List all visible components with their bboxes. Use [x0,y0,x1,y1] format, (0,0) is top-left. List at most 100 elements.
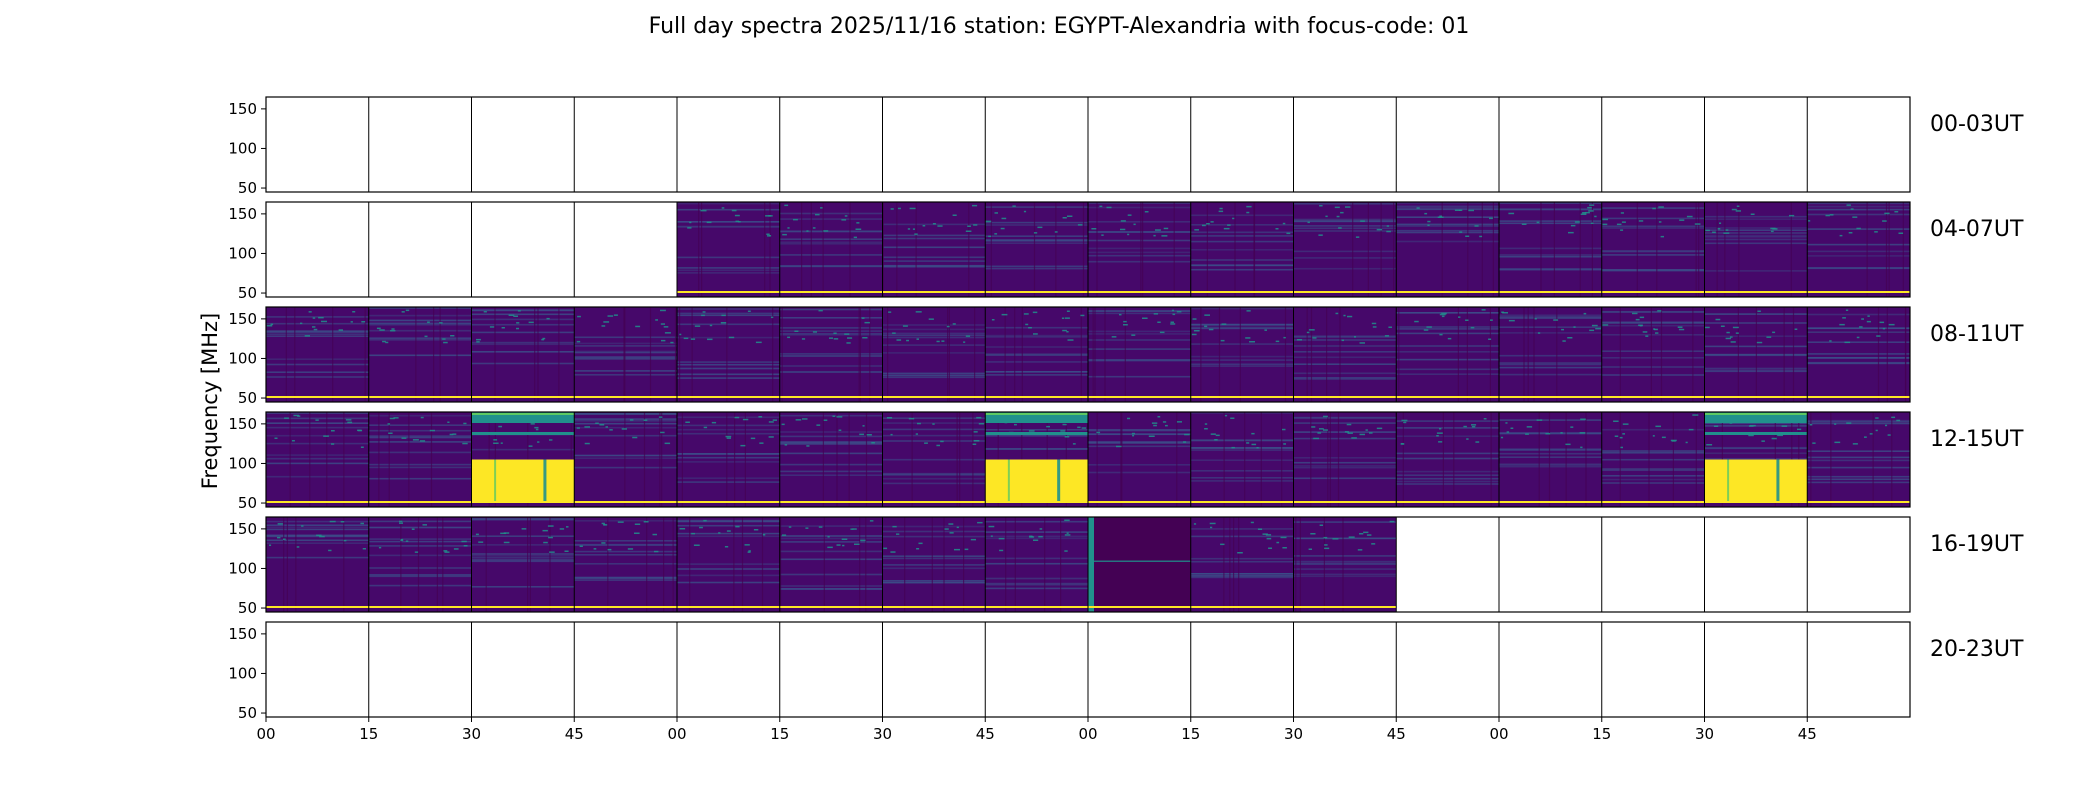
spectrum-panel [882,307,986,402]
y-tick-label: 100 [228,454,257,472]
spectrum-panel [882,412,986,507]
y-ticks: 50 100 150 50 100 150 50 100 150 50 100 150 50 100 150… [228,100,266,722]
spectrum-panel [1601,202,1705,297]
spectrum-panel [1806,307,1910,402]
row-label: 00-03UT [1930,112,2024,137]
x-tick-label: 45 [976,725,995,743]
spectrum-panel [265,412,369,507]
y-tick-label: 50 [238,179,257,197]
spectrum-panel [1395,307,1499,402]
row-label: 04-07UT [1930,217,2024,242]
spectrum-panel [1395,202,1499,297]
spectrum-panel [1498,307,1602,402]
spectrum-panel [1087,307,1191,402]
y-tick-label: 150 [228,310,257,328]
x-tick-label: 15 [770,725,789,743]
spectrum-row [265,97,1808,192]
x-ticks: 00 15 30 45 00 15 30 45 00 15 30 45 00 15 30 45 [256,717,1817,743]
y-tick-label: 150 [228,100,257,118]
spectrum-panel [1806,412,1910,507]
spectrum-row [265,412,1910,507]
y-tick-label: 50 [238,599,257,617]
row-frame [265,96,1911,193]
spectrum-row [265,622,1808,717]
spectrum-panel [984,202,1088,297]
spectrum-panel [1293,412,1397,507]
spectrum-panel [984,517,1088,612]
y-tick-label: 100 [228,664,257,682]
spectrum-panel [779,412,883,507]
spectrum-panel [1704,412,1808,507]
x-tick-label: 15 [1592,725,1611,743]
spectrum-panel [779,307,883,402]
spectrum-panel [1293,517,1397,612]
spectrum-panel [1498,412,1602,507]
spectrum-panel [779,517,883,612]
x-tick-label: 00 [667,725,686,743]
spectrum-panel [1704,202,1808,297]
spectrum-panel [573,517,677,612]
x-tick-label: 00 [1078,725,1097,743]
spectrum-panel [1498,202,1602,297]
spectrum-panel [1087,202,1191,297]
y-tick-label: 50 [238,494,257,512]
x-tick-label: 45 [1798,725,1817,743]
x-tick-label: 00 [256,725,275,743]
y-tick-label: 100 [228,349,257,367]
spectrum-panel [1806,202,1910,297]
spectrum-panel [368,412,472,507]
row-frame [265,411,1911,508]
y-tick-label: 100 [228,244,257,262]
spectrum-panel [676,517,780,612]
spectrum-panel [471,412,575,507]
spectrum-panel [1190,517,1294,612]
row-label: 16-19UT [1930,532,2024,557]
spectrum-panel [1293,307,1397,402]
y-tick-label: 50 [238,284,257,302]
spectrum-panel [1087,412,1191,507]
row-frame [265,621,1911,718]
spectrum-panel [368,517,472,612]
spectrum-panel [265,307,369,402]
spectrum-panel [1395,412,1499,507]
spectrum-panel [1190,307,1294,402]
spectrum-panel [573,412,677,507]
row-frames [265,96,1911,718]
spectrum-panel [779,202,883,297]
spectrum-panel [265,517,369,612]
spectrum-panel [882,202,986,297]
spectrum-panel [676,202,780,297]
spectrum-panel [1704,307,1808,402]
x-tick-label: 15 [359,725,378,743]
row-frame [265,516,1911,613]
y-tick-label: 100 [228,139,257,157]
spectrum-panel [471,517,575,612]
chart-title: Full day spectra 2025/11/16 station: EGY… [649,14,1470,39]
spectrum-panel [676,307,780,402]
x-tick-label: 30 [873,725,892,743]
row-label: 20-23UT [1930,637,2024,662]
spectrum-panel [471,307,575,402]
spectrum-panel [1190,202,1294,297]
spectrum-panel [882,517,986,612]
spectrum-row [265,517,1808,612]
y-axis-label: Frequency [MHz] [198,313,222,489]
x-tick-label: 30 [1695,725,1714,743]
y-tick-label: 100 [228,559,257,577]
spectrum-panel [1190,412,1294,507]
spectrum-panel [1293,202,1397,297]
row-label: 12-15UT [1930,427,2024,452]
spectrum-panel [676,412,780,507]
spectrum-panel [573,307,677,402]
spectrum-panel [1601,412,1705,507]
x-tick-label: 15 [1181,725,1200,743]
spectrum-panel [1087,517,1191,612]
y-tick-label: 150 [228,415,257,433]
spectrum-row [265,202,1910,297]
x-tick-label: 45 [565,725,584,743]
x-tick-label: 30 [462,725,481,743]
spectrum-panel [984,412,1088,507]
row-label: 08-11UT [1930,322,2024,347]
panel-grid [265,97,1910,717]
